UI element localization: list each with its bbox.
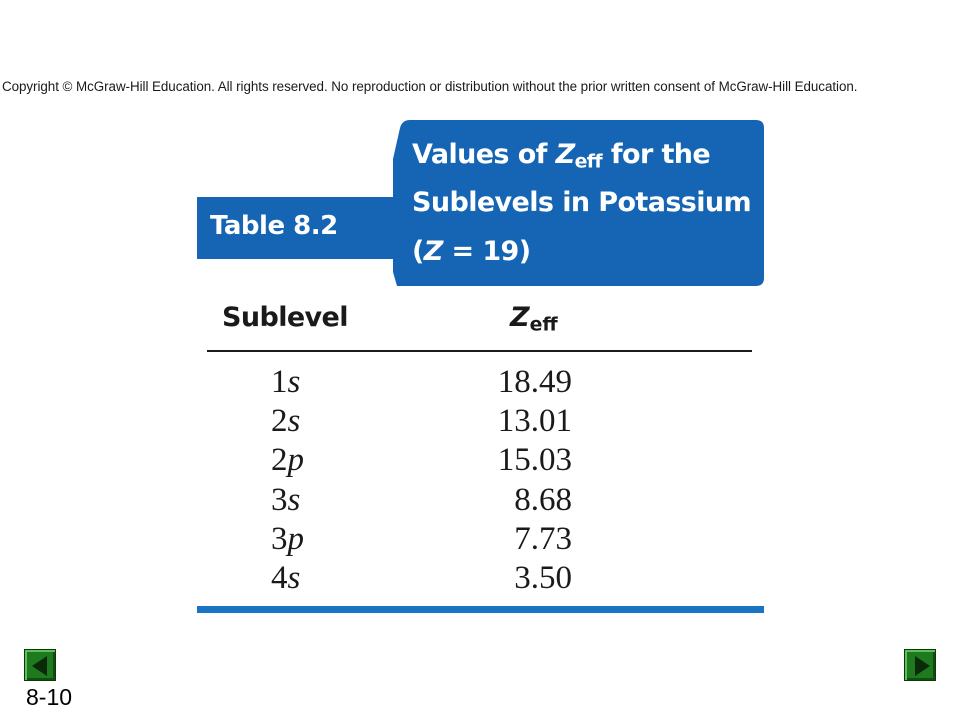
zeff-cell: 7.73 [514, 520, 572, 557]
zeff-cell: 13.01 [497, 403, 572, 440]
zeff-cell: 3.50 [514, 559, 572, 596]
table-row: 3s 8.68 [207, 482, 752, 521]
table-label-bar [197, 197, 393, 259]
sublevel-cell: 2s [271, 403, 301, 440]
table-row: 1s 18.49 [207, 364, 752, 403]
triangle-right-icon [915, 656, 930, 676]
table-title-line-3: (Z = 19) [412, 236, 531, 267]
title-banner-shape [393, 120, 764, 286]
table-row: 4s 3.50 [207, 560, 752, 599]
previous-slide-button[interactable] [24, 649, 56, 681]
sublevel-cell: 1s [271, 364, 301, 400]
sublevel-cell: 2p [271, 442, 304, 479]
table-bottom-rule [197, 606, 764, 613]
table-title-line-1: Values of Zeff for the [412, 139, 711, 173]
header-divider [207, 350, 752, 352]
copyright-notice: Copyright © McGraw-Hill Education. All r… [2, 79, 858, 94]
sublevel-cell: 4s [271, 559, 301, 596]
table-row: 3p 7.73 [207, 521, 752, 560]
table-label: Table 8.2 [210, 211, 338, 241]
column-header-zeff: Zeff [510, 302, 558, 336]
table-row: 2s 13.01 [207, 403, 752, 442]
triangle-left-icon [32, 656, 47, 676]
zeff-cell: 18.49 [497, 364, 572, 400]
table-body: 1s 18.49 2s 13.01 2p 15.03 3s 8.68 3p 7.… [207, 364, 752, 599]
zeff-cell: 8.68 [514, 481, 572, 518]
next-slide-button[interactable] [904, 649, 936, 681]
slide-number: 8-10 [26, 684, 73, 710]
column-header-sublevel: Sublevel [222, 302, 349, 333]
zeff-cell: 15.03 [497, 442, 572, 479]
table-row: 2p 15.03 [207, 442, 752, 481]
sublevel-cell: 3p [271, 520, 304, 557]
sublevel-cell: 3s [271, 481, 301, 518]
table-title-line-2: Sublevels in Potassium [412, 187, 752, 218]
